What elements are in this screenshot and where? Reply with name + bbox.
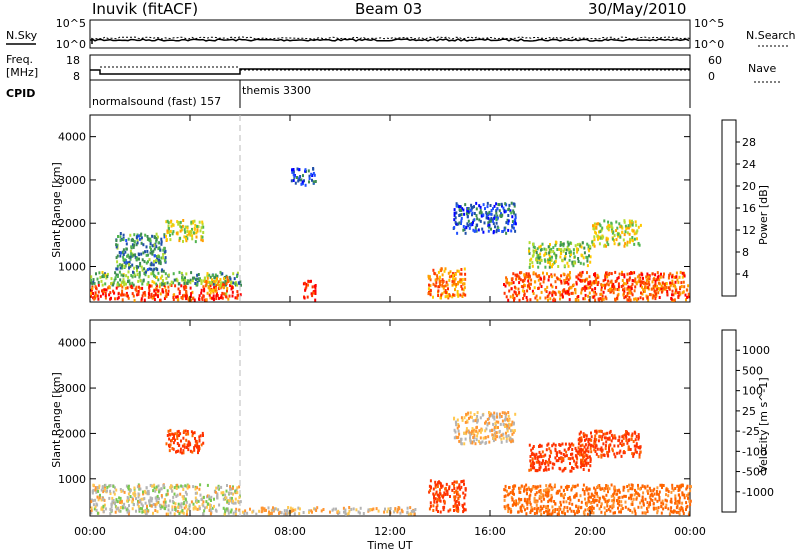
velocity-colorbar-tick-label-0: 1000: [742, 344, 770, 357]
ytick-label-0: 4000: [58, 337, 86, 350]
nave-trace: [100, 66, 690, 71]
xtick-label-0: 00:00: [74, 525, 106, 538]
power-region-1: [90, 270, 242, 287]
station-title: Inuvik (fitACF): [92, 0, 198, 18]
cpid-segment-themis: themis 3300: [242, 84, 311, 97]
time-axis: 00:00 04:00 08:00 12:00 16:00 20:00 00:00: [74, 115, 706, 538]
power-region-3: [165, 219, 205, 244]
nave-tick-high: 60: [708, 54, 722, 67]
ytick-label-3: 1000: [58, 261, 86, 274]
power-region-2: [115, 232, 167, 274]
ytick-label-1: 3000: [58, 382, 86, 395]
ytick-label-2: 2000: [58, 427, 86, 440]
velocity-colorbar-tick-label-6: -500: [742, 466, 767, 479]
power-panel: 4000 3000 2000 1000 Slant Range [km] 28 24 20…: [50, 114, 770, 303]
power-colorbar-frame: [721, 119, 737, 297]
nsky-label: N.Sky: [6, 29, 38, 42]
freq-tick-high: 18: [66, 54, 80, 67]
velocity-region-4: [453, 411, 517, 446]
nave-tick-low: 0: [708, 70, 715, 83]
xtick-label-4: 16:00: [474, 525, 506, 538]
power-colorbar-tick-label-4: 12: [742, 224, 756, 237]
power-colorbar-tick-label-1: 24: [742, 158, 756, 171]
velocity-region-3: [428, 479, 467, 514]
nsky-trace: [90, 37, 690, 44]
power-colorbar-tick-label-3: 16: [742, 202, 756, 215]
velocity-colorbar-label: Velocity [m s^-1]: [757, 377, 770, 472]
date-title: 30/May/2010: [588, 0, 686, 18]
power-colorbar-tick-label-2: 20: [742, 180, 756, 193]
freq-unit-label: [MHz]: [6, 66, 38, 79]
xtick-label-2: 08:00: [274, 525, 306, 538]
beam-title: Beam 03: [355, 0, 422, 18]
velocity-colorbar-tick-label-3: 25: [742, 405, 756, 418]
velocity-colorbar-tick-label-2: 100: [742, 385, 763, 398]
cpid-label: CPID: [6, 87, 35, 100]
velocity-frame: [89, 319, 691, 517]
nsearch-tick-high: 10^5: [694, 17, 724, 30]
velocity-region-5: [503, 483, 692, 516]
power-region-5: [302, 279, 317, 302]
velocity-colorbar-tick-label-1: 500: [742, 364, 763, 377]
ytick-label-0: 4000: [58, 131, 86, 144]
power-region-4: [203, 276, 230, 296]
xtick-label-5: 20:00: [574, 525, 606, 538]
power-colorbar: 28 24 20 16 12 8 4: [721, 119, 756, 297]
xtick-label-6: 00:00: [674, 525, 706, 538]
nsky-frame: [89, 19, 691, 49]
velocity-colorbar: 1000 500 100 25 -25 -100 -500 -1000: [721, 329, 774, 513]
nsky-panel: N.Sky 10^5 10^0 10^5 10^0 N.Search: [6, 17, 796, 51]
power-region-6: [290, 167, 317, 187]
power-region-11: [591, 219, 642, 248]
power-region-7: [427, 267, 467, 300]
xtick-label-1: 04:00: [174, 525, 206, 538]
power-region-0: [90, 283, 242, 302]
velocity-panel: 4000 3000 2000 1000 Slant Range [km] 1000 50…: [50, 319, 774, 517]
power-colorbar-tick-label-6: 4: [742, 268, 749, 281]
velocity-colorbar-frame: [721, 329, 737, 513]
freq-panel: Freq. [MHz] 18 8 60 0 Nave: [6, 53, 780, 83]
power-colorbar-label: Power [dB]: [757, 185, 770, 245]
power-frame: [89, 114, 691, 303]
nsearch-tick-low: 10^0: [694, 38, 724, 51]
power-colorbar-tick-label-5: 8: [742, 246, 749, 259]
velocity-region-0: [90, 483, 242, 516]
freq-trace: [90, 68, 690, 75]
velocity-region-7: [577, 429, 642, 459]
velocity-region-2: [241, 506, 417, 516]
freq-tick-low: 8: [73, 70, 80, 83]
nsearch-trace: [89, 36, 691, 40]
ytick-label-2: 2000: [58, 217, 86, 230]
nsky-tick-high: 10^5: [56, 17, 86, 30]
nsky-tick-low: 10^0: [56, 38, 86, 51]
velocity-colorbar-tick-label-4: -25: [742, 425, 760, 438]
time-axis-label: Time UT: [366, 539, 412, 552]
power-region-10: [528, 240, 592, 269]
cpid-row: CPID normalsound (fast) 157 themis 3300: [6, 80, 691, 108]
power-colorbar-tick-label-0: 28: [742, 136, 756, 149]
power-region-8: [452, 201, 517, 235]
power-yticks: 4000 3000 2000 1000: [58, 131, 690, 274]
power-regions: [90, 115, 690, 302]
velocity-regions: [90, 320, 692, 516]
nsearch-label: N.Search: [746, 29, 796, 42]
power-ylabel: Slant Range [km]: [50, 162, 63, 258]
cpid-segment-normalsound: normalsound (fast) 157: [92, 95, 221, 108]
xtick-label-3: 12:00: [374, 525, 406, 538]
velocity-yticks: 4000 3000 2000 1000: [58, 337, 690, 486]
power-region-9: [503, 270, 690, 302]
ytick-label-1: 3000: [58, 174, 86, 187]
velocity-colorbar-tick-label-5: -100: [742, 445, 767, 458]
nave-label: Nave: [748, 62, 776, 75]
ytick-label-3: 1000: [58, 473, 86, 486]
freq-label: Freq.: [6, 53, 33, 66]
velocity-ylabel: Slant Range [km]: [50, 372, 63, 468]
velocity-region-1: [165, 428, 205, 455]
velocity-colorbar-tick-label-7: -1000: [742, 486, 774, 499]
velocity-region-6: [528, 442, 592, 473]
